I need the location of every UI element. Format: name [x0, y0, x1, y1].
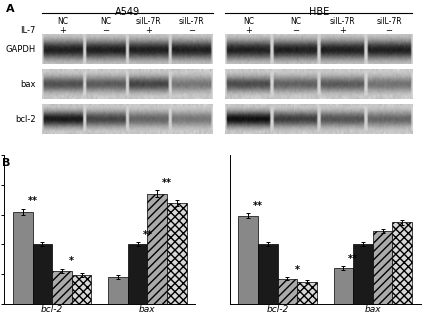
Text: NC: NC: [290, 17, 301, 26]
Bar: [297, 282, 317, 304]
Text: B: B: [2, 158, 11, 168]
Text: +: +: [60, 26, 67, 35]
Text: −: −: [188, 26, 195, 35]
Text: GAPDH: GAPDH: [5, 44, 35, 54]
Text: −: −: [102, 26, 109, 35]
Bar: [373, 231, 392, 304]
Text: bax: bax: [20, 80, 35, 89]
Text: *: *: [69, 256, 74, 266]
Text: bcl-2: bcl-2: [15, 115, 35, 124]
Bar: [128, 244, 147, 304]
Bar: [167, 203, 187, 304]
Text: **: **: [162, 178, 172, 188]
Bar: [258, 244, 278, 304]
Bar: [33, 244, 52, 304]
Text: NC: NC: [57, 17, 68, 26]
Text: IL-7: IL-7: [20, 26, 35, 35]
Bar: [72, 275, 91, 304]
Text: silL-7R: silL-7R: [178, 17, 204, 26]
Bar: [13, 212, 33, 304]
Text: **: **: [142, 230, 153, 240]
Text: −: −: [385, 26, 393, 35]
Text: **: **: [28, 196, 37, 206]
Text: +: +: [339, 26, 346, 35]
Text: +: +: [145, 26, 152, 35]
Text: NC: NC: [100, 17, 111, 26]
Text: silL-7R: silL-7R: [329, 17, 355, 26]
Text: HBE: HBE: [309, 7, 329, 17]
Text: silL-7R: silL-7R: [376, 17, 402, 26]
Bar: [147, 194, 167, 304]
Text: −: −: [292, 26, 299, 35]
Text: A: A: [6, 4, 15, 14]
Bar: [334, 268, 353, 304]
Bar: [353, 244, 373, 304]
Bar: [238, 216, 258, 304]
Text: A549: A549: [115, 7, 140, 17]
Text: +: +: [245, 26, 252, 35]
Text: NC: NC: [243, 17, 254, 26]
Text: **: **: [253, 201, 263, 211]
Text: silL-7R: silL-7R: [136, 17, 161, 26]
Bar: [52, 271, 72, 304]
Text: **: **: [348, 254, 358, 264]
Bar: [392, 222, 412, 304]
Bar: [108, 277, 128, 304]
Bar: [278, 279, 297, 304]
Text: *: *: [295, 264, 300, 275]
